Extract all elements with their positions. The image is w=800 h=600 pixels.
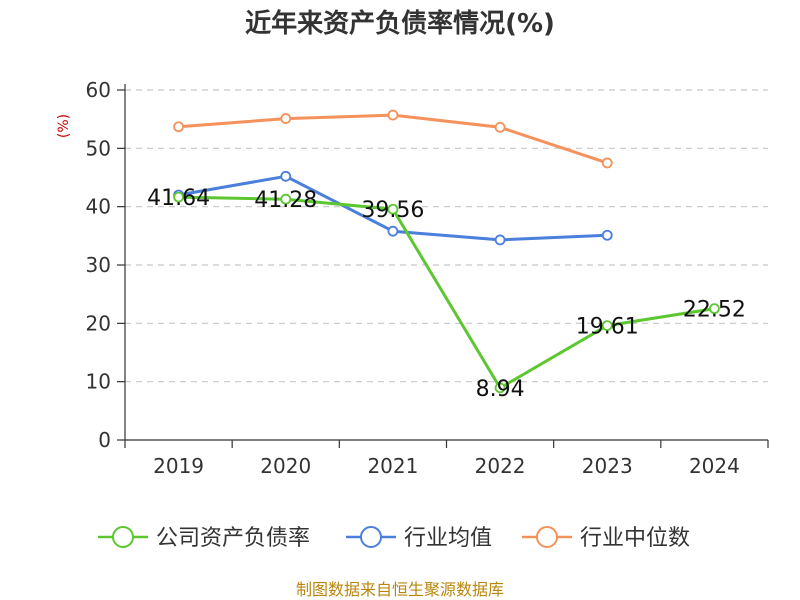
series-1-point-2021: [387, 203, 399, 215]
x-tick-label-2023: 2023: [582, 454, 633, 478]
x-tick-label-2020: 2020: [260, 454, 311, 478]
series-3-point-2022: [494, 121, 506, 133]
legend-item-2: 行业均值: [346, 526, 492, 551]
series-2-point-2022: [494, 234, 506, 246]
series-1-point-2023: [601, 320, 613, 332]
legend-item-3: 行业中位数: [522, 526, 690, 551]
y-tick-label-0: 0: [98, 428, 111, 452]
legend-marker-2: [360, 526, 382, 548]
y-tick-label-20: 20: [86, 311, 111, 335]
series-3-line: [177, 113, 609, 165]
series-layer: 41.64 41.28 39.56 8.94 19.61 22.52: [147, 109, 746, 402]
data-label-2023: 19.61: [576, 315, 639, 340]
legend: 公司资产负债率 行业均值 行业中位数: [98, 526, 690, 551]
x-tick-label-2021: 2021: [367, 454, 418, 478]
series-1-point-2020: [280, 193, 292, 205]
x-tick-label-2019: 2019: [153, 454, 204, 478]
y-axis-unit: (%): [56, 114, 72, 138]
grid: [125, 89, 768, 383]
legend-label-2: 行业均值: [404, 526, 492, 551]
data-label-2024: 22.52: [683, 298, 746, 323]
data-label-2020: 41.28: [254, 188, 317, 213]
series-1-point-2024: [709, 303, 720, 315]
series-1-point-2019: [173, 191, 184, 203]
series-1-line: [177, 195, 716, 390]
series-3-point-2023: [601, 157, 613, 169]
legend-label-1: 公司资产负债率: [156, 526, 310, 551]
legend-item-1: 公司资产负债率: [98, 526, 310, 551]
x-tick-label-2024: 2024: [689, 454, 740, 478]
x-tick-label-2022: 2022: [475, 454, 526, 478]
series-1-point-2022: [494, 382, 506, 394]
data-label-2022: 8.94: [476, 377, 525, 402]
series-1: 41.64 41.28 39.56 8.94 19.61 22.52: [147, 186, 746, 402]
data-label-2021: 39.56: [361, 198, 424, 223]
y-tick-label-60: 60: [86, 78, 111, 102]
legend-marker-1: [112, 526, 134, 548]
series-2-point-2023: [601, 229, 613, 241]
series-3-point-2021: [387, 109, 399, 121]
y-tick-label-50: 50: [86, 136, 111, 160]
legend-label-3: 行业中位数: [580, 526, 690, 551]
series-3: [173, 109, 613, 169]
y-tick-label-40: 40: [86, 195, 111, 219]
source-note: 制图数据来自恒生聚源数据库: [296, 580, 504, 599]
y-tick-label-10: 10: [86, 370, 111, 394]
series-3-point-2020: [280, 113, 292, 124]
chart-title: 近年来资产负债率情况(%): [245, 8, 555, 39]
series-2-point-2021: [387, 225, 399, 237]
y-tick-label-30: 30: [86, 253, 111, 277]
series-3-point-2019: [173, 121, 184, 133]
legend-marker-3: [536, 526, 558, 548]
data-label-2019: 41.64: [147, 186, 210, 211]
series-2-point-2020: [280, 170, 292, 182]
axes: 0 10 20 30 40 50 60 2019 2020 2021 2022 2023 2024: [86, 78, 769, 478]
